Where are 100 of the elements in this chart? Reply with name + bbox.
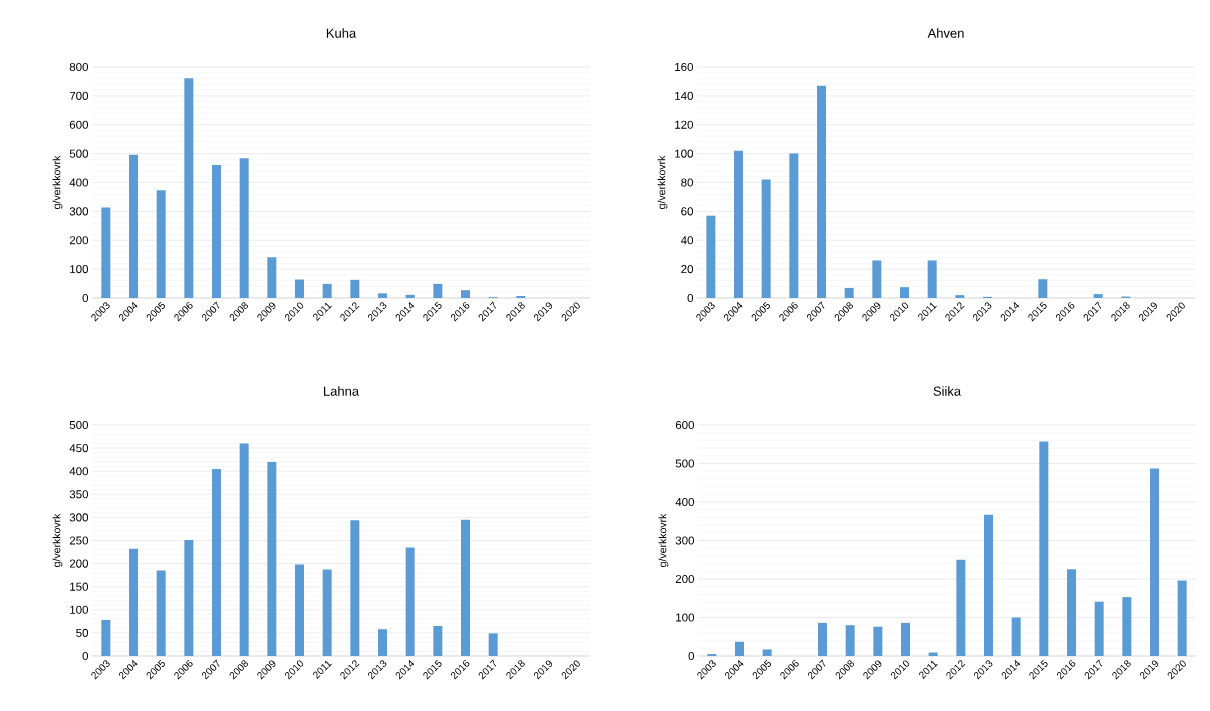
- bar: [350, 520, 360, 656]
- y-tick-label: 700: [69, 91, 89, 100]
- y-tick-label: 0: [688, 651, 695, 661]
- bar: [378, 293, 388, 298]
- y-tick-label: 500: [675, 459, 695, 468]
- chart-title: Kuha: [326, 28, 357, 38]
- y-tick-label: 200: [69, 236, 89, 245]
- bar: [1094, 601, 1104, 656]
- bar: [1177, 580, 1187, 656]
- y-tick-label: 120: [675, 120, 694, 129]
- bar: [322, 283, 332, 298]
- bar: [267, 257, 277, 298]
- y-tick-label: 100: [676, 613, 695, 622]
- bar: [818, 622, 828, 656]
- bar: [405, 294, 415, 298]
- y-tick-label: 140: [675, 91, 694, 100]
- bar: [101, 207, 111, 298]
- y-tick-label: 400: [675, 497, 695, 507]
- bar: [184, 540, 194, 656]
- bar: [184, 78, 194, 298]
- y-tick-label: 0: [82, 651, 89, 661]
- y-axis-title: g/verkkovrk: [657, 155, 668, 209]
- bar: [350, 279, 360, 298]
- bar: [762, 649, 772, 656]
- chart-title: Lahna: [324, 386, 360, 396]
- y-tick-label: 500: [69, 420, 89, 430]
- bar: [900, 287, 909, 298]
- y-tick-label: 300: [69, 513, 89, 522]
- bar: [1038, 279, 1048, 298]
- y-tick-label: 200: [675, 574, 695, 584]
- bar: [212, 164, 222, 298]
- bar: [1150, 468, 1159, 656]
- y-tick-label: 500: [69, 149, 89, 158]
- y-tick-label: 50: [76, 628, 89, 637]
- bar: [984, 514, 993, 656]
- bar: [156, 570, 166, 656]
- chart-title: Siika: [933, 386, 962, 396]
- bar: [734, 150, 744, 298]
- bar: [516, 295, 526, 298]
- bar: [156, 190, 166, 298]
- bar: [101, 619, 111, 656]
- bar: [433, 625, 443, 656]
- y-tick-label: 800: [69, 62, 89, 72]
- y-tick-label: 300: [69, 207, 89, 216]
- y-tick-label: 80: [681, 178, 694, 187]
- y-axis-title: g/verkkovrk: [52, 513, 63, 567]
- y-tick-label: 0: [82, 293, 89, 303]
- bar: [212, 468, 222, 656]
- y-tick-label: 100: [70, 605, 89, 614]
- y-tick-label: 20: [681, 265, 694, 274]
- bar: [844, 287, 854, 298]
- bar: [461, 290, 471, 298]
- bar: [1011, 617, 1021, 656]
- bar: [378, 629, 388, 656]
- y-tick-label: 450: [69, 444, 89, 453]
- bar: [239, 158, 249, 298]
- y-axis-title: g/verkkovrk: [658, 513, 669, 567]
- bar: [761, 179, 771, 298]
- bar: [735, 641, 745, 656]
- y-tick-label: 150: [70, 582, 89, 591]
- chart-title: Ahven: [927, 28, 964, 38]
- y-tick-label: 250: [69, 536, 89, 545]
- y-tick-label: 350: [69, 490, 89, 499]
- y-tick-label: 400: [69, 467, 89, 476]
- bar: [955, 295, 965, 298]
- y-tick-label: 600: [69, 120, 89, 129]
- bar: [873, 626, 883, 656]
- bar: [706, 215, 716, 298]
- bar: [956, 559, 966, 656]
- y-tick-label: 0: [687, 293, 694, 303]
- bar: [322, 569, 332, 656]
- y-tick-label: 100: [70, 265, 89, 274]
- y-tick-label: 300: [675, 536, 695, 545]
- y-axis-title: g/verkkovrk: [52, 155, 63, 209]
- bar: [239, 443, 249, 656]
- bar: [129, 548, 139, 656]
- bar: [267, 461, 277, 656]
- y-tick-label: 600: [675, 420, 695, 430]
- y-tick-label: 100: [675, 149, 694, 158]
- bar: [1122, 597, 1132, 656]
- y-tick-label: 200: [69, 559, 89, 568]
- bar: [817, 85, 826, 298]
- bar: [295, 279, 305, 298]
- bar: [461, 519, 471, 656]
- bar: [1039, 441, 1049, 656]
- bar: [433, 283, 443, 298]
- bar: [872, 260, 882, 298]
- bar: [129, 154, 139, 298]
- y-tick-label: 400: [69, 178, 89, 187]
- bar: [901, 622, 911, 656]
- y-tick-label: 160: [675, 62, 694, 72]
- bar: [1067, 569, 1076, 656]
- bar: [845, 625, 855, 656]
- bar: [789, 153, 799, 298]
- bar: [295, 564, 305, 656]
- bar: [1093, 294, 1103, 298]
- bar: [488, 633, 498, 656]
- y-tick-label: 60: [681, 207, 694, 216]
- y-tick-label: 40: [680, 236, 694, 245]
- bar: [405, 547, 415, 656]
